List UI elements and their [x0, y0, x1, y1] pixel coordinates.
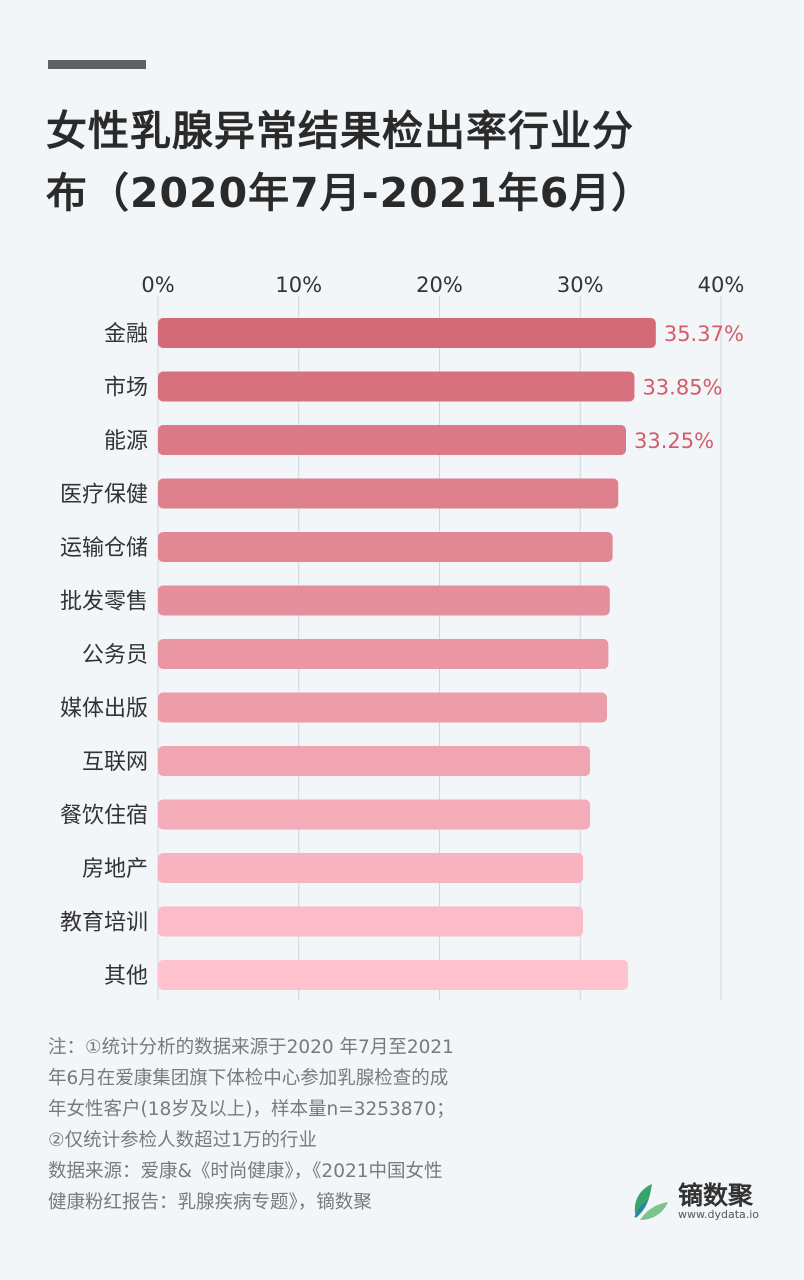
note-line-5: 数据来源：爱康&《时尚健康》，《2021中国女性 [48, 1161, 443, 1182]
bar [158, 746, 591, 776]
logo-url: www.dydata.io [678, 1208, 760, 1221]
leaf-icon [634, 1184, 668, 1220]
bar [158, 960, 629, 990]
brand-logo: 镝数聚 www.dydata.io [628, 1174, 778, 1224]
category-label: 批发零售 [60, 590, 148, 615]
category-label: 运输仓储 [60, 536, 148, 561]
title-line-2: 布（2020年7月-2021年6月） [46, 169, 654, 217]
category-label: 互联网 [82, 750, 148, 775]
category-label: 房地产 [82, 857, 148, 882]
x-tick-label: 20% [416, 273, 463, 297]
footnotes: 注：①统计分析的数据来源于2020 年7月至2021 年6月在爱康集团旗下体检中… [48, 1032, 588, 1218]
title-line-1: 女性乳腺异常结果检出率行业分 [46, 107, 634, 155]
category-label: 媒体出版 [60, 697, 148, 722]
note-line-2: 年6月在爱康集团旗下体检中心参加乳腺检查的成 [48, 1068, 449, 1089]
x-tick-label: 40% [698, 273, 745, 297]
bar [158, 478, 619, 509]
category-label: 餐饮住宿 [60, 804, 148, 829]
bar [158, 532, 613, 562]
bar [158, 425, 626, 455]
data-label: 33.85% [642, 376, 722, 400]
bar [158, 371, 635, 402]
bar [158, 906, 584, 937]
note-line-3: 年女性客户(18岁及以上)，样本量n=3253870； [48, 1099, 455, 1120]
note-line-4: ②仅统计参检人数超过1万的行业 [48, 1130, 317, 1151]
x-tick-label: 10% [275, 273, 322, 297]
bar [158, 318, 656, 348]
note-line-6: 健康粉红报告：乳腺疾病专题》，镝数聚 [48, 1192, 372, 1213]
note-line-1: 注：①统计分析的数据来源于2020 年7月至2021 [48, 1037, 454, 1058]
category-label: 公务员 [82, 643, 148, 668]
category-label: 市场 [104, 376, 148, 401]
category-label: 教育培训 [60, 911, 148, 936]
bar [158, 799, 591, 830]
x-tick-label: 30% [557, 273, 604, 297]
title-accent-bar [48, 60, 146, 69]
x-tick-label: 0% [141, 273, 174, 297]
data-label: 35.37% [664, 322, 744, 346]
category-label: 能源 [104, 429, 148, 454]
category-label: 医疗保健 [60, 483, 148, 508]
bar [158, 692, 607, 723]
logo-name: 镝数聚 [678, 1181, 754, 1210]
bar [158, 639, 609, 669]
category-label: 其他 [104, 964, 148, 989]
bar [158, 853, 584, 883]
page-title: 女性乳腺异常结果检出率行业分 布（2020年7月-2021年6月） [46, 100, 766, 224]
data-label: 33.25% [634, 429, 714, 453]
bar [158, 585, 610, 616]
category-label: 金融 [104, 322, 148, 347]
bar-chart: 0% 10% 20% 30% 40% 金融 35.37% 市场 33.85% 能源 33.25% 医疗… [60, 273, 745, 1000]
